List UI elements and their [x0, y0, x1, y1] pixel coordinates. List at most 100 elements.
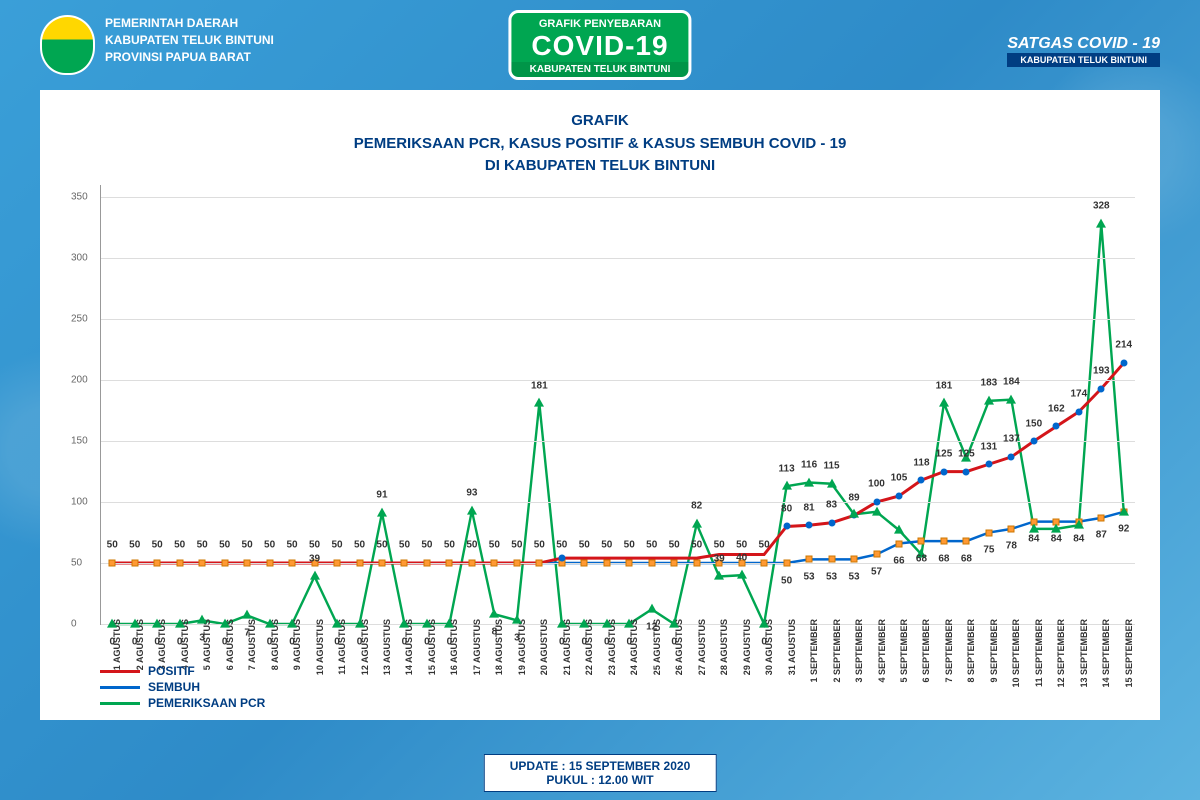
title-sub: KABUPATEN TELUK BINTUNI — [511, 62, 688, 77]
data-label: 125 — [958, 449, 975, 460]
pcr-marker — [669, 619, 679, 628]
x-axis-label: 1 SEPTEMBER — [809, 619, 819, 683]
sembuh-marker — [671, 560, 678, 567]
y-axis-label: 200 — [71, 375, 88, 386]
x-axis-label: 4 SEPTEMBER — [877, 619, 887, 683]
sembuh-marker — [176, 560, 183, 567]
data-label: 50 — [669, 540, 680, 551]
data-label: 53 — [804, 571, 815, 582]
data-label: 0 — [447, 636, 453, 647]
sembuh-marker — [603, 560, 610, 567]
data-label: 0 — [604, 636, 610, 647]
data-label: 0 — [334, 636, 340, 647]
footer-line: PUKUL : 12.00 WIT — [510, 773, 691, 787]
data-label: 78 — [1006, 541, 1017, 552]
data-label: 3 — [514, 632, 520, 643]
data-label: 40 — [736, 552, 747, 563]
sembuh-marker — [873, 551, 880, 558]
y-gridline — [101, 563, 1135, 564]
data-label: 12 — [646, 621, 657, 632]
data-label: 68 — [938, 553, 949, 564]
plot-area: 0501001502002503003501 AGUSTUS2 AGUSTUS3… — [100, 185, 1135, 625]
pcr-marker — [557, 619, 567, 628]
government-text: PEMERINTAH DAERAH KABUPATEN TELUK BINTUN… — [105, 15, 274, 65]
x-axis-label: 9 SEPTEMBER — [989, 619, 999, 683]
data-label: 0 — [109, 636, 115, 647]
data-label: 50 — [421, 540, 432, 551]
pcr-marker — [1074, 520, 1084, 529]
update-footer: UPDATE : 15 SEPTEMBER 2020 PUKUL : 12.00… — [484, 754, 717, 792]
title-big: COVID-19 — [531, 30, 668, 62]
data-label: 0 — [177, 636, 183, 647]
data-label: 81 — [804, 502, 815, 513]
x-axis-label: 10 AGUSTUS — [315, 619, 325, 675]
x-axis-label: 14 SEPTEMBER — [1101, 619, 1111, 688]
x-axis-label: 27 AGUSTUS — [697, 619, 707, 675]
legend-label: PEMERIKSAAN PCR — [148, 696, 265, 710]
sembuh-marker — [963, 538, 970, 545]
y-axis-label: 150 — [71, 436, 88, 447]
data-label: 53 — [826, 571, 837, 582]
sembuh-marker — [401, 560, 408, 567]
y-axis-label: 50 — [71, 558, 82, 569]
data-label: 50 — [197, 540, 208, 551]
chart-title-line: DI KABUPATEN TELUK BINTUNI — [65, 155, 1135, 178]
data-label: 50 — [287, 540, 298, 551]
chart-container: GRAFIK PEMERIKSAAN PCR, KASUS POSITIF & … — [40, 90, 1160, 720]
pcr-marker — [242, 610, 252, 619]
x-axis-label: 7 SEPTEMBER — [944, 619, 954, 683]
chart-title-line: GRAFIK — [65, 110, 1135, 133]
sembuh-marker — [626, 560, 633, 567]
pcr-marker — [737, 570, 747, 579]
positif-marker — [985, 461, 992, 468]
positif-marker — [1030, 438, 1037, 445]
x-axis-label: 20 AGUSTUS — [539, 619, 549, 675]
pcr-marker — [130, 619, 140, 628]
sembuh-marker — [334, 560, 341, 567]
data-label: 93 — [466, 488, 477, 499]
pcr-marker — [220, 619, 230, 628]
pcr-marker — [489, 609, 499, 618]
data-label: 174 — [1070, 389, 1087, 400]
x-axis-label: 31 AGUSTUS — [787, 619, 797, 675]
data-label: 0 — [222, 636, 228, 647]
sembuh-marker — [378, 560, 385, 567]
data-label: 105 — [891, 473, 908, 484]
legend-color — [100, 670, 140, 673]
pcr-marker — [624, 619, 634, 628]
x-axis-label: 28 AGUSTUS — [719, 619, 729, 675]
data-label: 53 — [848, 571, 859, 582]
data-label: 0 — [289, 636, 295, 647]
x-axis-label: 11 SEPTEMBER — [1034, 619, 1044, 687]
y-gridline — [101, 258, 1135, 259]
data-label: 0 — [357, 636, 363, 647]
data-label: 162 — [1048, 403, 1065, 414]
pcr-marker — [759, 619, 769, 628]
sembuh-marker — [1008, 525, 1015, 532]
data-label: 50 — [466, 540, 477, 551]
legend-item: PEMERIKSAAN PCR — [100, 696, 265, 710]
y-gridline — [101, 502, 1135, 503]
data-label: 39 — [714, 553, 725, 564]
sembuh-marker — [806, 556, 813, 563]
x-axis-label: 19 AGUSTUS — [517, 619, 527, 675]
data-label: 3 — [199, 632, 205, 643]
data-label: 50 — [309, 540, 320, 551]
data-label: 50 — [399, 540, 410, 551]
sembuh-marker — [918, 538, 925, 545]
satgas-sub: KABUPATEN TELUK BINTUNI — [1007, 53, 1160, 67]
pcr-marker — [175, 619, 185, 628]
pcr-marker — [1096, 219, 1106, 228]
sembuh-marker — [131, 560, 138, 567]
y-gridline — [101, 319, 1135, 320]
pcr-marker — [1029, 523, 1039, 532]
pcr-marker — [152, 619, 162, 628]
sembuh-marker — [985, 529, 992, 536]
data-label: 0 — [132, 636, 138, 647]
data-label: 50 — [354, 540, 365, 551]
data-label: 125 — [936, 449, 953, 460]
data-label: 0 — [671, 636, 677, 647]
pcr-marker — [1006, 394, 1016, 403]
data-label: 137 — [1003, 434, 1020, 445]
sembuh-marker — [199, 560, 206, 567]
